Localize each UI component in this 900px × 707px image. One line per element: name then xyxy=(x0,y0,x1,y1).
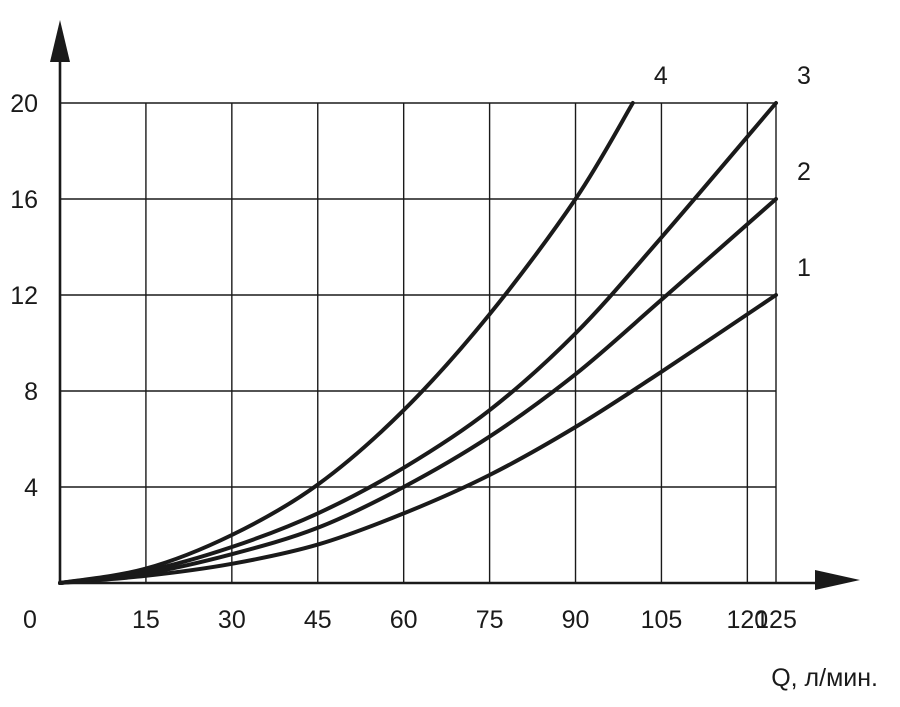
x-tick-label: 90 xyxy=(562,606,590,634)
series-line-4 xyxy=(58,101,635,585)
grid xyxy=(60,102,777,583)
x-axis-label: Q, л/мин. xyxy=(771,664,878,692)
x-tick-label: 125 xyxy=(755,606,797,634)
y-tick-label: 12 xyxy=(10,282,38,310)
origin-label: 0 xyxy=(23,606,37,634)
y-tick-label: 4 xyxy=(24,474,38,502)
y-tick-label: 16 xyxy=(10,186,38,214)
x-tick-label: 105 xyxy=(641,606,683,634)
x-tick-label: 45 xyxy=(304,606,332,634)
x-axis-arrow-icon xyxy=(815,570,860,590)
x-tick-label: 75 xyxy=(476,606,504,634)
y-tick-label: 20 xyxy=(10,90,38,118)
series-line-1 xyxy=(58,293,778,585)
x-tick-label: 15 xyxy=(132,606,160,634)
x-tick-label: 120 xyxy=(727,606,769,634)
curves xyxy=(58,101,778,585)
series-label-3: 3 xyxy=(797,62,811,90)
series-line-3 xyxy=(58,101,778,585)
x-tick-label: 30 xyxy=(218,606,246,634)
series-label-4: 4 xyxy=(654,62,668,90)
labels: 0 Q, л/мин. 15 30 45 60 75 90 105 1201254812162… xyxy=(10,62,878,692)
series-line-2 xyxy=(58,197,778,585)
series-label-1: 1 xyxy=(797,254,811,282)
x-tick-label: 60 xyxy=(390,606,418,634)
series-label-2: 2 xyxy=(797,158,811,186)
axes xyxy=(50,20,860,590)
y-tick-label: 8 xyxy=(24,378,38,406)
y-axis-arrow-icon xyxy=(50,20,70,62)
